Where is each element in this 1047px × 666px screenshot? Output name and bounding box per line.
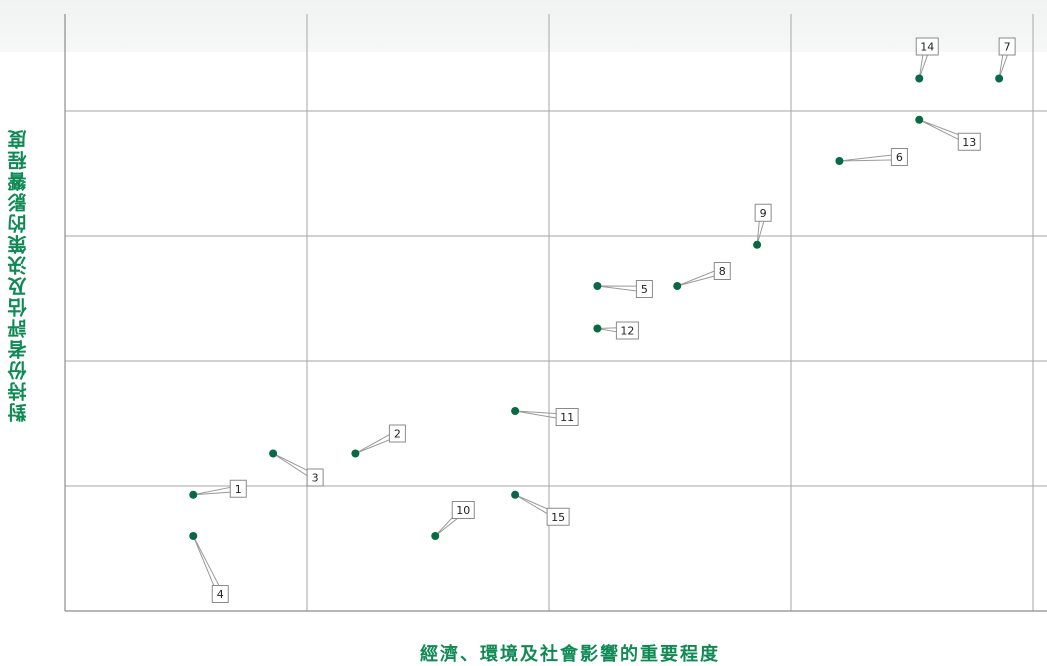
point-label-text: 13	[962, 136, 976, 149]
point-label: 13	[958, 133, 980, 150]
point-label: 6	[891, 149, 907, 166]
point-label: 9	[755, 204, 771, 221]
data-point	[915, 75, 923, 83]
data-point	[351, 450, 359, 458]
point-label-text: 4	[217, 588, 224, 601]
point-label: 12	[616, 322, 638, 339]
label-leader	[273, 454, 311, 477]
label-leader	[193, 536, 220, 590]
point-label: 15	[547, 508, 569, 525]
point-label-text: 12	[620, 325, 634, 338]
label-leader	[919, 52, 928, 79]
point-label-text: 5	[641, 283, 648, 296]
data-point	[593, 325, 601, 333]
point-label: 3	[307, 469, 323, 486]
data-point	[269, 450, 277, 458]
data-point	[673, 282, 681, 290]
label-leader	[757, 218, 764, 245]
data-point	[593, 282, 601, 290]
point-label-text: 15	[551, 511, 565, 524]
y-axis-label: 對持份者評估及決策的影響程度	[0, 40, 36, 510]
point-label: 5	[636, 281, 652, 298]
data-point	[995, 75, 1003, 83]
point-label-text: 7	[1004, 41, 1011, 54]
label-leader	[999, 52, 1008, 79]
data-point	[189, 491, 197, 499]
label-leader	[677, 271, 717, 286]
point-label-text: 3	[312, 472, 319, 485]
point-label: 4	[212, 586, 228, 603]
point-label: 2	[389, 425, 405, 442]
leader-lines	[193, 52, 1008, 590]
label-leader	[515, 411, 561, 419]
x-axis-label: 經濟、環境及社會影響的重要程度	[200, 640, 940, 666]
point-label-text: 9	[760, 207, 767, 220]
point-label: 11	[556, 409, 578, 426]
point-label-text: 8	[719, 265, 726, 278]
label-leader	[839, 155, 893, 161]
data-point	[915, 116, 923, 124]
point-label: 7	[999, 38, 1015, 55]
data-point	[835, 157, 843, 165]
point-label-text: 6	[896, 151, 903, 164]
label-leader	[193, 487, 232, 495]
label-leader	[355, 434, 393, 454]
point-label-text: 11	[560, 411, 574, 424]
data-point	[189, 532, 197, 540]
point-label-text: 14	[920, 41, 934, 54]
point-label: 14	[916, 38, 938, 55]
data-point	[511, 407, 519, 415]
point-label: 10	[452, 502, 474, 519]
point-label-text: 10	[456, 504, 470, 517]
label-leader	[597, 286, 638, 291]
data-point	[431, 532, 439, 540]
point-label-text: 1	[235, 483, 242, 496]
point-label: 1	[230, 480, 246, 497]
point-label: 8	[714, 263, 730, 280]
data-point	[511, 491, 519, 499]
point-label-text: 2	[394, 428, 401, 441]
data-point	[753, 241, 761, 249]
